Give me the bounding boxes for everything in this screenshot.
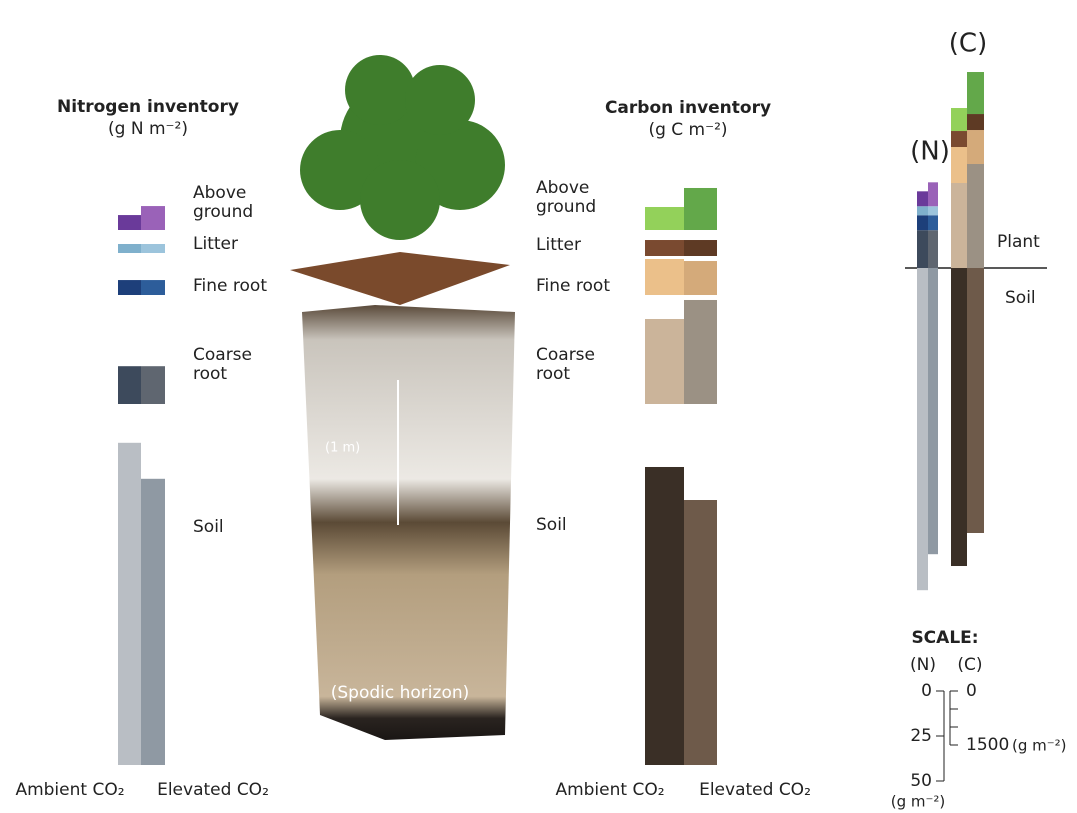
stack-segment xyxy=(917,191,928,207)
bar xyxy=(684,500,717,765)
scale-title: SCALE: xyxy=(911,628,978,648)
soil-label: Soil xyxy=(1005,288,1036,308)
bar xyxy=(684,240,717,256)
tick-label: 1500 xyxy=(966,735,1009,755)
category-label: Coarse xyxy=(193,345,252,365)
series-label: Ambient CO₂ xyxy=(555,780,664,800)
bar xyxy=(141,244,165,253)
series-label: Ambient CO₂ xyxy=(15,780,124,800)
stack-segment xyxy=(917,215,928,231)
bar xyxy=(684,187,717,230)
category-label: root xyxy=(536,364,570,384)
tick-label: 25 xyxy=(910,726,932,746)
bar xyxy=(141,478,165,765)
c-stack-label: (C) xyxy=(949,29,987,59)
stack-segment xyxy=(928,215,938,231)
bar xyxy=(645,466,684,765)
tick-label: 0 xyxy=(921,681,932,701)
bar xyxy=(645,206,684,230)
stack-segment xyxy=(967,114,984,131)
horizon-label: (Spodic horizon) xyxy=(331,683,470,703)
plant-label: Plant xyxy=(997,232,1040,252)
bar xyxy=(141,366,165,404)
n-stack-label: (N) xyxy=(910,137,950,167)
stack-segment xyxy=(967,130,984,164)
category-label: Fine root xyxy=(193,276,267,296)
stack-segment xyxy=(917,206,928,216)
illustration: (1 m) (Spodic horizon) xyxy=(290,55,515,740)
category-label: Litter xyxy=(536,235,581,255)
tick-label: 50 xyxy=(910,771,932,791)
bar xyxy=(118,244,141,253)
bar xyxy=(118,215,141,230)
category-label: Coarse xyxy=(536,345,595,365)
c-title: Carbon inventory xyxy=(605,98,771,118)
stack-segment xyxy=(928,230,938,268)
n-unit: (g N m⁻²) xyxy=(108,119,188,139)
stack-segment xyxy=(917,230,928,268)
stack-segment xyxy=(967,72,984,115)
c-unit: (g C m⁻²) xyxy=(648,120,727,140)
bar xyxy=(645,319,684,404)
scale-c-unit: (g m⁻²) xyxy=(1012,737,1067,755)
category-label: Above xyxy=(193,183,246,203)
stack-segment xyxy=(928,182,938,207)
category-label: ground xyxy=(193,202,253,222)
bar xyxy=(645,240,684,256)
stack-segment xyxy=(967,163,984,268)
scale-n: (N) xyxy=(910,655,936,675)
category-label: ground xyxy=(536,197,596,217)
depth-label: (1 m) xyxy=(325,441,360,456)
stack-segment xyxy=(951,147,967,184)
bar xyxy=(141,206,165,230)
scale-c: (C) xyxy=(957,655,982,675)
series-label: Elevated CO₂ xyxy=(699,780,811,800)
bar xyxy=(118,366,141,404)
category-label: root xyxy=(193,364,227,384)
stack-segment xyxy=(951,183,967,268)
bar xyxy=(118,442,141,765)
stack-segment xyxy=(967,268,984,533)
stack-segment xyxy=(951,108,967,132)
n-title: Nitrogen inventory xyxy=(57,97,239,117)
scale-n-unit: (g m⁻²) xyxy=(891,793,946,811)
category-label: Fine root xyxy=(536,276,610,296)
stack-segment xyxy=(951,268,967,567)
bar xyxy=(684,261,717,295)
stack-segment xyxy=(917,268,928,591)
bar xyxy=(684,299,717,404)
bar xyxy=(141,280,165,295)
stack-segment xyxy=(928,206,938,216)
series-label: Elevated CO₂ xyxy=(157,780,269,800)
category-label: Above xyxy=(536,178,589,198)
stack-segment xyxy=(928,268,938,555)
category-label: Soil xyxy=(193,517,224,537)
bar xyxy=(118,280,141,295)
bar xyxy=(645,259,684,295)
stack-segment xyxy=(951,131,967,148)
category-label: Soil xyxy=(536,515,567,535)
category-label: Litter xyxy=(193,234,238,254)
tick-label: 0 xyxy=(966,681,977,701)
